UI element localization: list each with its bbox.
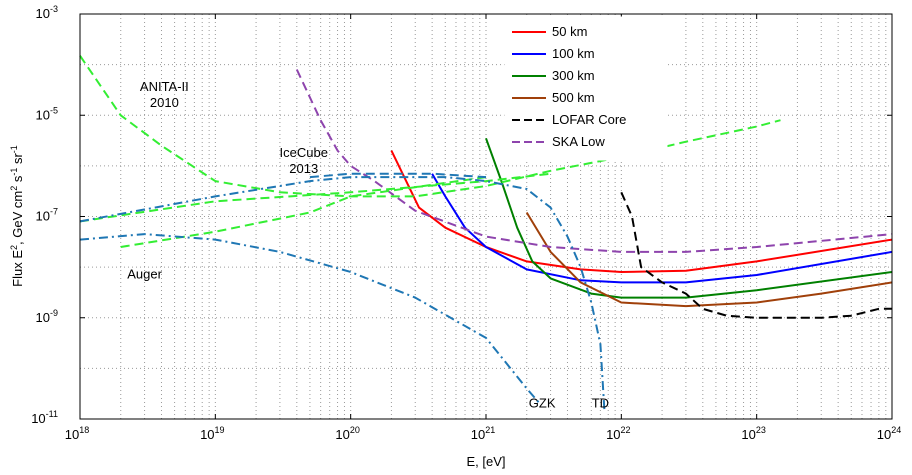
series-line-0 — [390, 150, 893, 273]
series-line-10 — [79, 176, 606, 411]
x-tick-label: 1020 — [335, 425, 359, 442]
series-line-5 — [295, 69, 893, 253]
series-line-7 — [120, 176, 487, 248]
legend-label-2: 300 km — [552, 68, 595, 83]
y-tick-label: 10-5 — [36, 105, 58, 122]
x-tick-label: 1022 — [606, 425, 630, 442]
series-line-8 — [79, 172, 551, 223]
y-tick-label: 10-9 — [36, 308, 58, 325]
annotation-gzk: GZK — [529, 395, 556, 410]
y-axis-label: Flux E2, GeV cm2 s-1 sr-1 — [9, 145, 25, 287]
y-tick-label: 10-11 — [31, 409, 58, 426]
series-line-3 — [525, 211, 893, 308]
series-line-11 — [309, 172, 487, 179]
x-tick-label: 1021 — [471, 425, 495, 442]
x-tick-label: 1024 — [877, 425, 901, 442]
x-axis-label: E, [eV] — [466, 454, 505, 469]
annotation-icecube: 2013 — [289, 161, 318, 176]
axis-ticks: 1018 1019 1020 1021 1022 1023 1024 10-11 10-9 10-… — [31, 4, 901, 442]
x-tick-label: 1018 — [65, 425, 89, 442]
legend-label-5: SKA Low — [552, 134, 605, 149]
legend-box — [504, 16, 668, 161]
series-layer — [79, 55, 893, 411]
series-line-9 — [79, 233, 541, 405]
annotation-auger: Auger — [127, 266, 162, 281]
series-line-2 — [485, 137, 893, 299]
annotation-icecube: IceCube — [280, 145, 328, 160]
y-tick-label: 10-7 — [36, 207, 58, 224]
series-line-1 — [431, 173, 893, 284]
legend: 50 km 100 km 300 km 500 km LOFAR Core SKA Low — [504, 16, 668, 161]
legend-label-4: LOFAR Core — [552, 112, 626, 127]
x-tick-label: 1023 — [741, 425, 765, 442]
series-line-6 — [79, 55, 781, 198]
y-tick-label: 10-3 — [36, 4, 58, 21]
annotation-anita: ANITA-II — [140, 79, 189, 94]
legend-label-3: 500 km — [552, 90, 595, 105]
annotation-td: TD — [592, 395, 609, 410]
x-tick-label: 1019 — [200, 425, 224, 442]
legend-label-0: 50 km — [552, 24, 587, 39]
grid-lines — [80, 14, 892, 419]
legend-label-1: 100 km — [552, 46, 595, 61]
annotation-anita: 2010 — [150, 95, 179, 110]
